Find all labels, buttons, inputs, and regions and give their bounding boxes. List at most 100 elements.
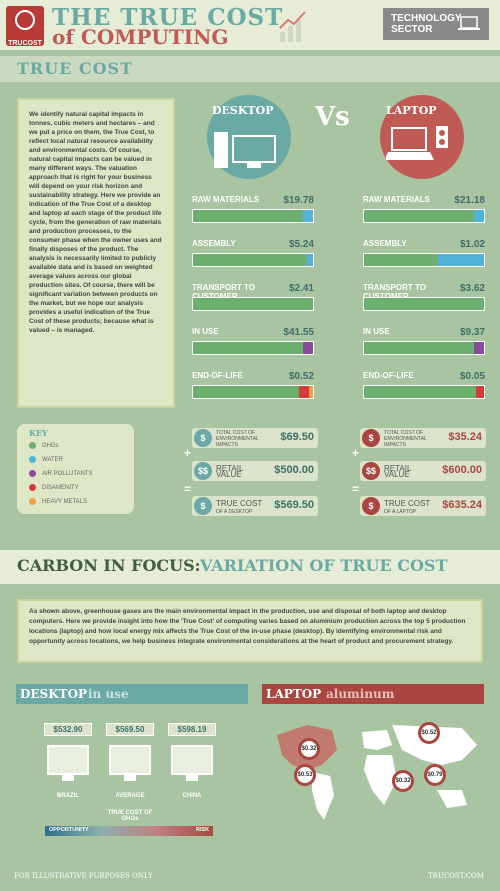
laptop-aluminum-title: LAPTOP (266, 687, 322, 701)
stage-bar-desktop (192, 385, 314, 399)
stage-label-laptop: RAW MATERIALS (363, 195, 430, 204)
stage-value-desktop: $19.78 (283, 195, 314, 206)
plus-sign: + (352, 446, 360, 460)
stage-label-desktop: RAW MATERIALS (192, 195, 259, 204)
total-row-laptop: $$ RETAIL VALUE $600.00 (360, 461, 486, 481)
stage-label-laptop: END-OF-LIFE (363, 371, 414, 380)
total-row-label: TOTAL COST OF ENVIRONMENTAL IMPACTS (216, 430, 259, 448)
dollar-icon: $ (194, 429, 212, 447)
key-item-label: GHGs (42, 443, 59, 450)
total-row-value: $69.50 (280, 431, 314, 443)
location-price: $532.90 (44, 723, 92, 736)
monitor-icon (47, 745, 89, 775)
location-name: CHINA (182, 793, 202, 799)
map-value-marker: $0.79 (424, 764, 446, 786)
stage-bar-segment (193, 342, 304, 354)
stage-bar-segment (364, 298, 484, 310)
key-dot-icon (29, 442, 36, 449)
scale-label: TRUE COST OF GHGs (107, 810, 153, 822)
laptop-computer-icon (386, 126, 448, 160)
footer-website[interactable]: TRUCOST.COM (428, 872, 484, 880)
stage-bar-segment (193, 210, 304, 222)
key-item: DISAMENITY (29, 484, 79, 491)
trend-chart-icon (279, 11, 306, 42)
stage-value-laptop: $21.18 (454, 195, 485, 206)
total-row-value: $635.24 (442, 499, 482, 511)
stage-bar-laptop (363, 341, 485, 355)
total-row-sublabel: OF A DESKTOP (216, 509, 253, 515)
laptop-circle (380, 95, 464, 179)
stage-bar-desktop (192, 209, 314, 223)
total-row-value: $35.24 (448, 431, 482, 443)
stage-bar-segment (364, 342, 475, 354)
total-row-value: $569.50 (274, 499, 314, 511)
trucost-logo: TRUCOST (6, 6, 44, 47)
stage-bar-segment (309, 386, 313, 398)
logo-text: TRUCOST (8, 40, 42, 47)
dollar-icon: $ (194, 497, 212, 515)
total-row-label: TRUE COST (384, 499, 431, 508)
total-row-laptop: $ TOTAL COST OF ENVIRONMENTAL IMPACTS $35.… (360, 428, 486, 448)
laptop-icon (458, 16, 480, 30)
monitor-icon (109, 745, 151, 775)
stage-label-laptop: TRANSPORT TO CUSTOMER (363, 283, 426, 301)
stage-value-laptop: $0.05 (459, 371, 485, 382)
location-name: AVERAGE (115, 793, 145, 799)
key-dot-icon (29, 456, 36, 463)
dollar-icon: $ (362, 497, 380, 515)
map-value-marker: $0.32 (298, 738, 320, 760)
page-title-line2: of COMPUTING (52, 25, 229, 49)
stage-bar-segment (193, 254, 307, 266)
stage-value-laptop: $1.02 (459, 239, 485, 250)
laptop-label: LAPTOP (386, 104, 437, 117)
sector-badge: TECHNOLOGY SECTOR (383, 8, 489, 40)
stage-bar-segment (364, 254, 439, 266)
section2-band (0, 550, 500, 584)
intro-text: We identify natural capital impacts in t… (17, 98, 175, 408)
key-title: KEY (29, 428, 48, 438)
stage-bar-segment (307, 254, 313, 266)
key-dot-icon (29, 484, 36, 491)
stage-bar-segment (193, 386, 299, 398)
dollar-icon: $$ (194, 462, 212, 480)
desktop-in-use-sub: in use (88, 687, 129, 701)
footer-disclaimer: FOR ILLUSTRATIVE PURPOSES ONLY (14, 872, 153, 880)
stage-bar-laptop (363, 253, 485, 267)
stage-bar-laptop (363, 209, 485, 223)
stage-bar-segment (303, 342, 313, 354)
stage-value-desktop: $5.24 (288, 239, 314, 250)
sector-label: TECHNOLOGY SECTOR (391, 13, 462, 35)
location-price: $598.19 (168, 723, 216, 736)
monitor-icon (171, 745, 213, 775)
section-title: TRUE COST (17, 59, 134, 78)
stage-label-desktop: END-OF-LIFE (192, 371, 243, 380)
equals-sign: = (184, 482, 192, 496)
total-row-label: RETAIL VALUE (216, 464, 244, 479)
stage-label-laptop: ASSEMBLY (363, 239, 407, 248)
key-dot-icon (29, 498, 36, 505)
stage-value-laptop: $3.62 (459, 283, 485, 294)
footer (0, 867, 500, 891)
monitor-stand-icon (124, 775, 136, 781)
laptop-aluminum-band (262, 684, 484, 704)
opportunity-label: OPPORTUNITY (49, 827, 89, 833)
total-row-value: $600.00 (442, 464, 482, 476)
opportunity-risk-gradient (45, 826, 213, 836)
section2-intro: As shown above, greenhouse gases are the… (17, 599, 483, 663)
stage-value-desktop: $0.52 (288, 371, 314, 382)
stage-bar-segment (364, 386, 476, 398)
stage-label-desktop: ASSEMBLY (192, 239, 236, 248)
stage-bar-segment (303, 210, 313, 222)
key-item-label: AIR POLLUTANTS (42, 471, 93, 478)
desktop-in-use-band (16, 684, 248, 704)
total-row-sublabel: OF A LAPTOP (384, 509, 417, 515)
plus-sign: + (184, 446, 192, 460)
total-row-label: TOTAL COST OF ENVIRONMENTAL IMPACTS (384, 430, 427, 448)
key-item: AIR POLLUTANTS (29, 470, 93, 477)
key-item: HEAVY METALS (29, 498, 87, 505)
key-item: GHGs (29, 442, 59, 449)
stage-bar-segment (438, 254, 484, 266)
risk-label: RISK (196, 827, 210, 833)
map-value-marker: $0.52 (418, 722, 440, 744)
desktop-computer-icon (214, 132, 276, 168)
